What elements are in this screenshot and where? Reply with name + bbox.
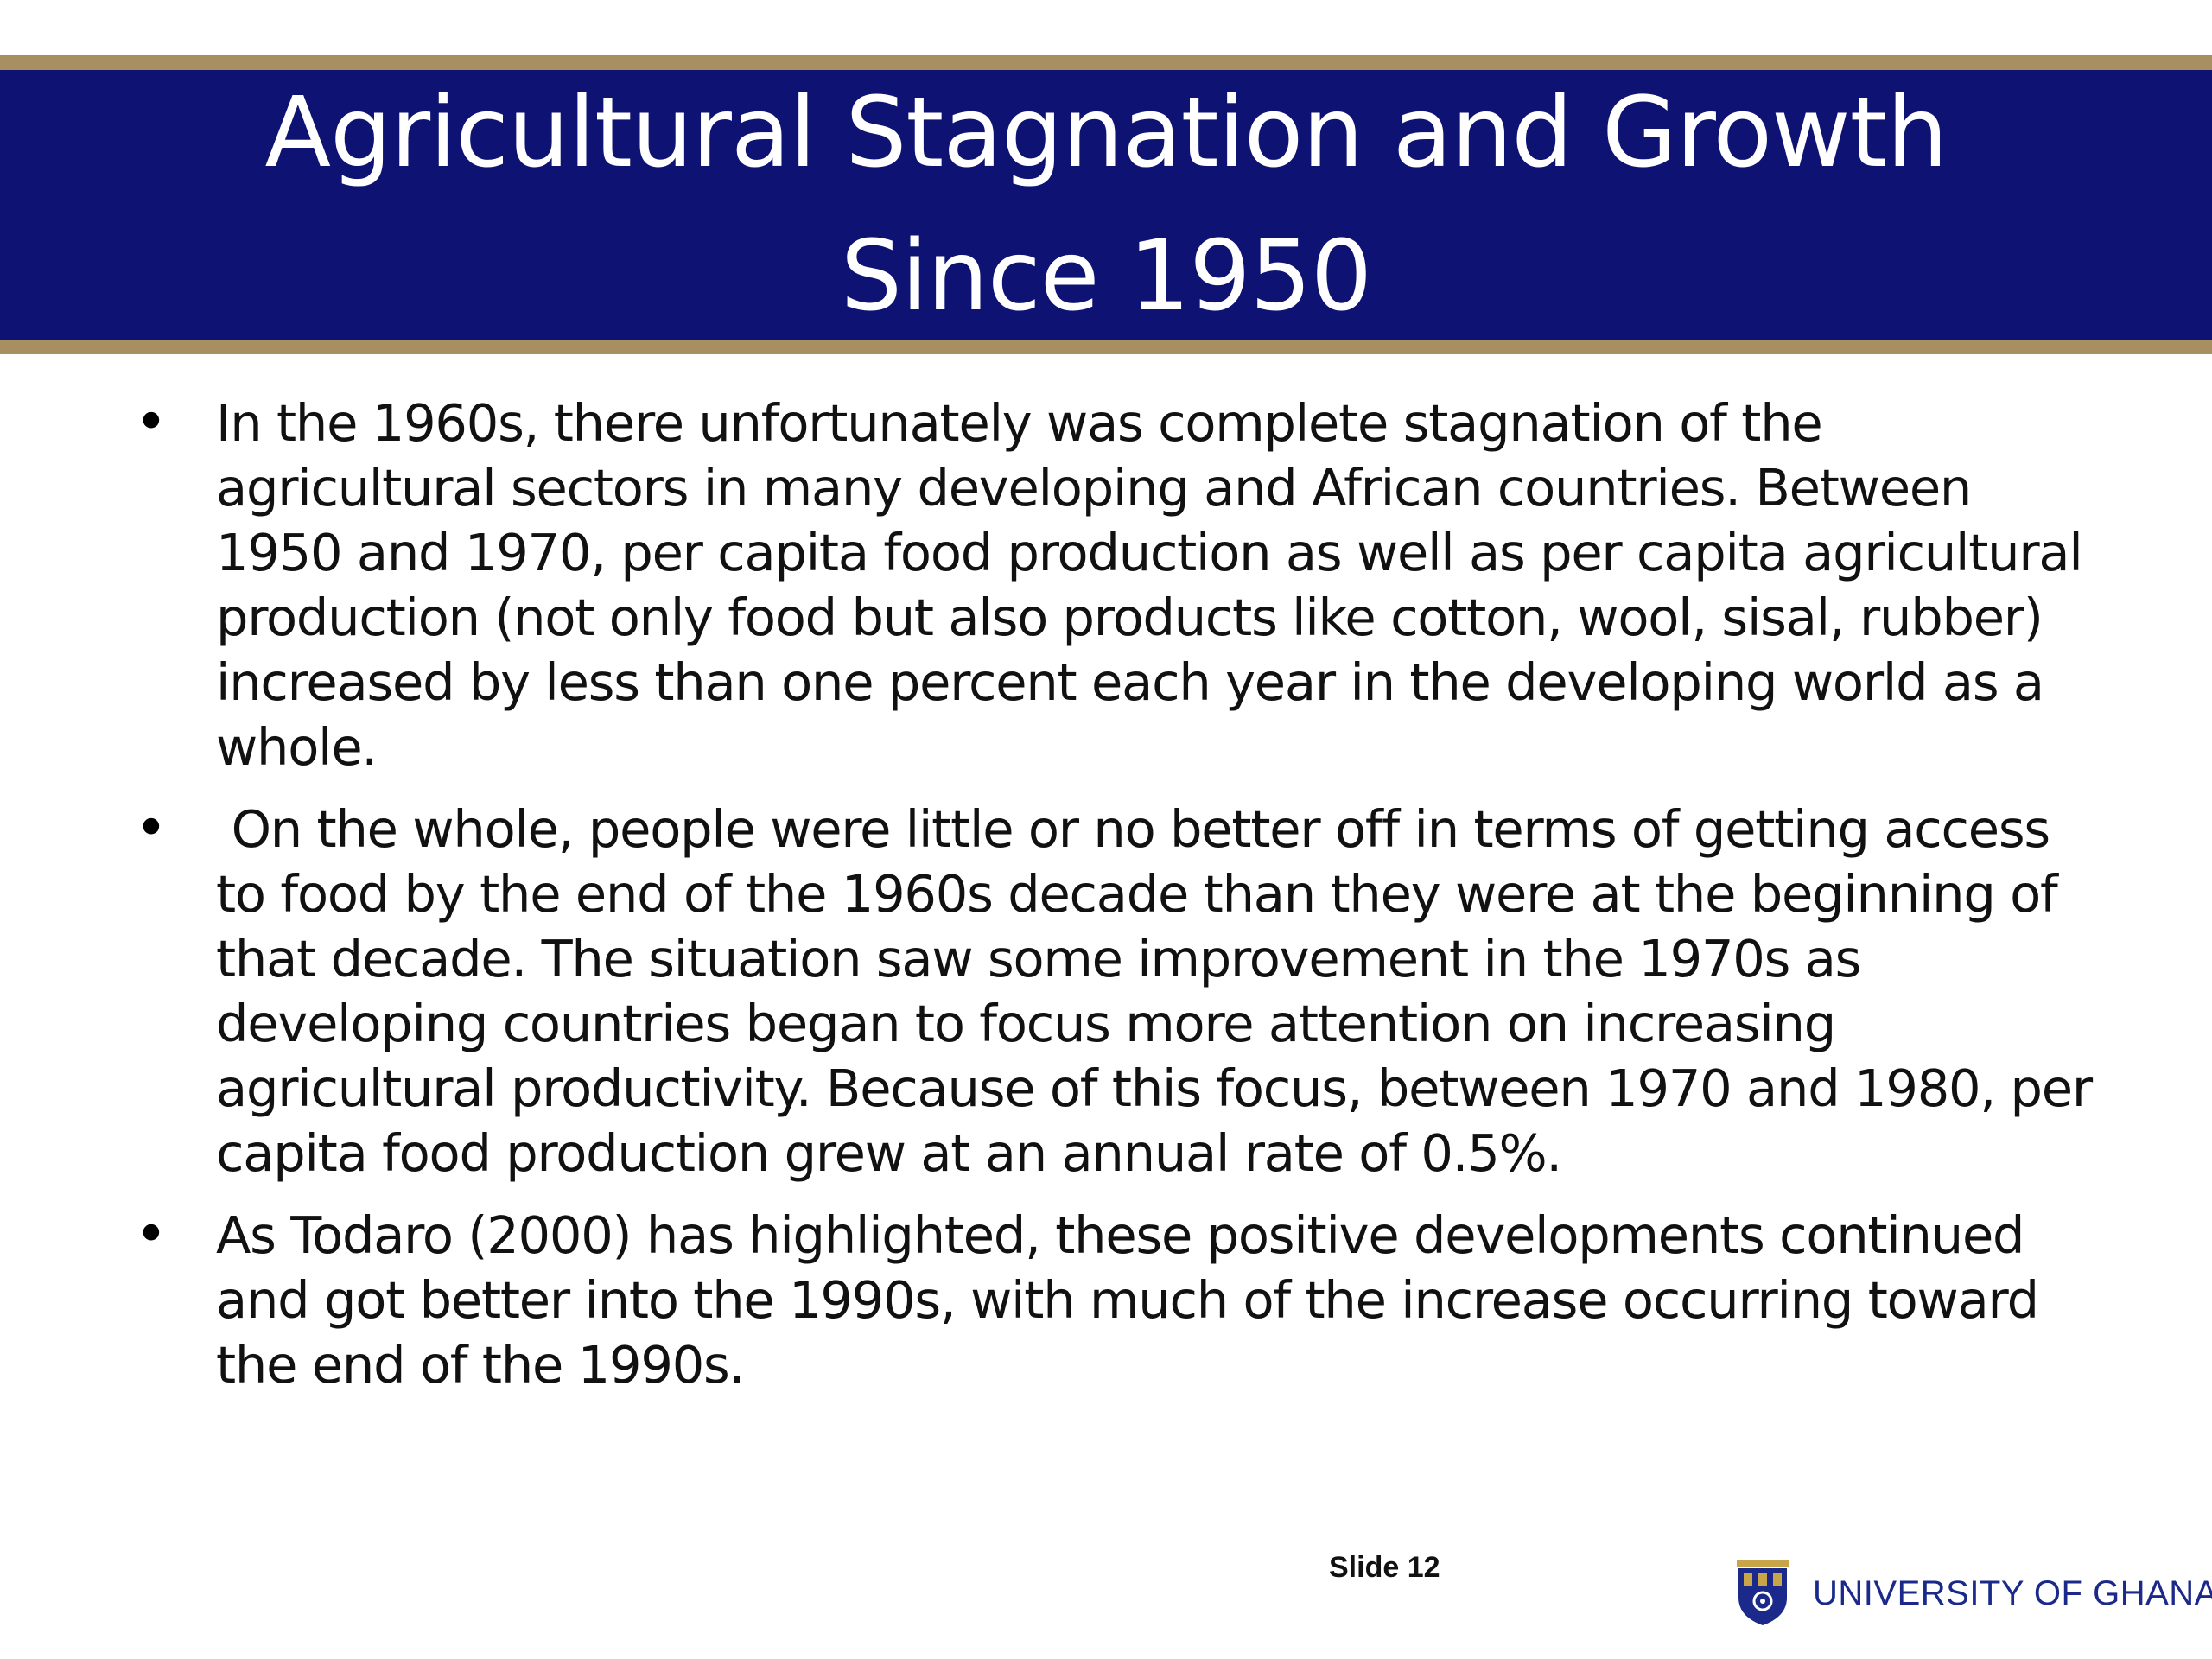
bullet-dot: • xyxy=(135,391,168,454)
university-logo: UNIVERSITY OF GHANA xyxy=(1735,1560,2212,1627)
bullet-text: On the whole, people were little or no b… xyxy=(216,799,2107,1183)
slide-title-line-2: Since 1950 xyxy=(840,220,1372,333)
bullet-list: • In the 1960s, there unfortunately was … xyxy=(121,391,2100,1414)
institution-name: UNIVERSITY OF GHANA xyxy=(1813,1573,2212,1612)
slide-number: Slide 12 xyxy=(1329,1551,1440,1584)
bullet-dot: • xyxy=(135,1203,168,1267)
title-band: Agricultural Stagnation and Growth Since… xyxy=(0,55,2212,354)
bullet-item: • In the 1960s, there unfortunately was … xyxy=(121,391,2100,779)
slide-title-line-1: Agricultural Stagnation and Growth xyxy=(264,77,1948,189)
university-crest-icon xyxy=(1737,1560,1789,1625)
bullet-text: In the 1960s, there unfortunately was co… xyxy=(216,393,2083,777)
bullet-item: • As Todaro (2000) has highlighted, thes… xyxy=(121,1203,2100,1397)
bullet-item: • On the whole, people were little or no… xyxy=(121,797,2100,1185)
bullet-text: As Todaro (2000) has highlighted, these … xyxy=(216,1205,2039,1395)
bullet-dot: • xyxy=(135,797,168,861)
